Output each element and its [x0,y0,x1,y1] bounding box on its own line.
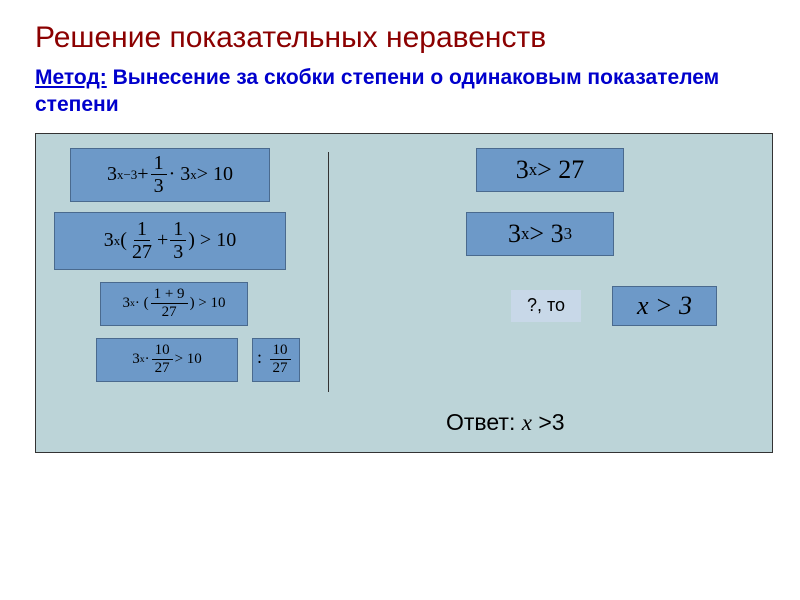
equation-2: 3x ( 127 + 13 ) > 10 [54,212,286,270]
equation-7: x > 3 [612,286,717,326]
equation-1: 3x−3 + 13 · 3x > 10 [70,148,270,202]
vertical-divider [328,152,329,392]
slide: Решение показательных неравенств Метод: … [0,0,800,600]
equation-4: 3x · 1027 > 10 [96,338,238,382]
method-text: Вынесение за скобки степени о одинаковым… [35,66,719,116]
work-area: 3x−3 + 13 · 3x > 10 3x ( 127 + 13 ) > 10… [35,133,773,453]
equation-5: 3x > 27 [476,148,624,192]
equation-4-divisor: : 1027 [252,338,300,382]
question-hint: ?, то [511,290,581,322]
equation-6: 3x > 33 [466,212,614,256]
method-line: Метод: Вынесение за скобки степени о оди… [35,64,765,119]
answer-line: Ответ: x >3 [446,409,565,436]
page-title: Решение показательных неравенств [35,20,765,56]
equation-3: 3x · ( 1 + 927 ) > 10 [100,282,248,326]
method-label: Метод: [35,66,107,89]
